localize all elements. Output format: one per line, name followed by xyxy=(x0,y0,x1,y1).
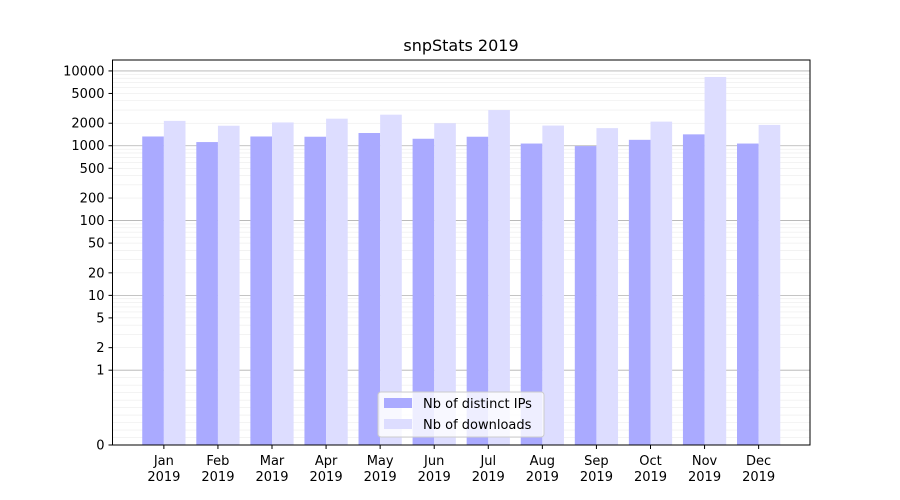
bar-downloads xyxy=(596,128,619,445)
y-tick-label: 200 xyxy=(80,192,105,207)
bar-distinct-ips xyxy=(466,136,489,445)
bar-distinct-ips xyxy=(737,143,759,445)
bar-distinct-ips xyxy=(250,136,273,445)
legend-swatch-distinct-ips xyxy=(384,398,412,408)
bar-distinct-ips xyxy=(682,134,705,445)
x-tick-label-line: Nov xyxy=(692,454,718,469)
x-tick-label: Nov 2019 xyxy=(688,454,721,485)
y-tick-label: 1000 xyxy=(71,139,104,154)
y-tick-label: 0 xyxy=(96,439,104,454)
x-tick-label-line: 2019 xyxy=(526,470,559,485)
legend-swatch-downloads xyxy=(384,419,412,429)
legend-label-distinct-ips: Nb of distinct IPs xyxy=(423,397,532,412)
y-tick-label: 10 xyxy=(88,289,105,304)
bar-downloads xyxy=(488,110,510,446)
x-tick-label: Feb 2019 xyxy=(201,454,234,485)
x-tick-label-line: 2019 xyxy=(364,470,397,485)
x-tick-label-line: 2019 xyxy=(310,470,343,485)
x-tick-label-line: 2019 xyxy=(201,470,234,485)
x-tick-label-line: Sep xyxy=(584,454,609,469)
chart-title: snpStats 2019 xyxy=(403,36,518,55)
bar-downloads xyxy=(758,124,781,445)
legend: Nb of distinct IPs Nb of downloads xyxy=(377,391,545,438)
y-tick-label: 50 xyxy=(88,237,105,252)
bar-distinct-ips xyxy=(412,138,435,445)
bar-distinct-ips xyxy=(196,142,218,445)
x-tick-label-line: 2019 xyxy=(688,470,721,485)
x-tick-label-line: 2019 xyxy=(634,470,667,485)
y-axis: 0 1 2 5 10 20 50 100 200 500 1000 2000 5000 10000 xyxy=(63,64,113,454)
x-tick-label-line: Aug xyxy=(530,454,555,469)
bar-distinct-ips xyxy=(574,146,597,445)
bar-downloads xyxy=(704,76,727,446)
legend-box xyxy=(377,391,545,438)
y-tick-label: 100 xyxy=(80,214,105,229)
x-tick-label: Jul 2019 xyxy=(472,454,505,485)
plot-frame xyxy=(112,59,811,446)
bar-distinct-ips xyxy=(358,133,381,446)
x-tick-label: Mar 2019 xyxy=(255,454,288,485)
x-tick-label-line: Jun xyxy=(423,454,444,469)
x-tick-label: Sep 2019 xyxy=(580,454,613,485)
y-tick-label: 5000 xyxy=(71,87,104,102)
bar-downloads xyxy=(434,123,456,446)
x-tick-label-line: Feb xyxy=(206,454,229,469)
bar-downloads xyxy=(542,125,564,445)
y-tick-label: 2 xyxy=(96,341,104,356)
bar-downloads xyxy=(217,125,240,446)
x-tick-label-line: 2019 xyxy=(742,470,775,485)
x-tick-label-line: 2019 xyxy=(472,470,505,485)
bar-downloads xyxy=(380,114,402,446)
x-tick-label: Oct 2019 xyxy=(634,454,667,485)
x-tick-label: Aug 2019 xyxy=(526,454,559,485)
x-tick-label-line: 2019 xyxy=(147,470,180,485)
x-tick-label: Jun 2019 xyxy=(418,454,451,485)
bar-downloads xyxy=(272,122,294,445)
x-tick-label-line: 2019 xyxy=(418,470,451,485)
bar-downloads xyxy=(650,121,673,445)
x-tick-label: Dec 2019 xyxy=(742,454,775,485)
y-tick-label: 2000 xyxy=(71,117,104,132)
y-tick-label: 500 xyxy=(80,162,105,177)
x-tick-label-line: May xyxy=(367,454,394,469)
bar-distinct-ips xyxy=(628,139,651,445)
y-tick-label: 5 xyxy=(96,311,104,326)
x-tick-label-line: Jan xyxy=(153,454,174,469)
bar-distinct-ips xyxy=(304,136,327,445)
y-tick-label: 10000 xyxy=(63,64,104,79)
x-tick-label: Jan 2019 xyxy=(147,454,180,485)
legend-label-downloads: Nb of downloads xyxy=(423,418,532,433)
bar-distinct-ips xyxy=(142,136,164,445)
x-tick-label-line: Dec xyxy=(746,454,771,469)
bar-downloads xyxy=(163,120,186,445)
x-tick-label: May 2019 xyxy=(364,454,397,485)
x-tick-label-line: 2019 xyxy=(255,470,288,485)
y-tick-label: 20 xyxy=(88,266,105,281)
bar-downloads xyxy=(326,118,348,445)
x-tick-label-line: Mar xyxy=(260,454,285,469)
bar-distinct-ips xyxy=(520,143,543,445)
x-tick-label-line: Oct xyxy=(639,454,661,469)
x-tick-label-line: 2019 xyxy=(580,470,613,485)
x-tick-label: Apr 2019 xyxy=(310,454,343,485)
y-tick-label: 1 xyxy=(96,364,104,379)
x-tick-label-line: Jul xyxy=(479,454,496,469)
x-tick-label-line: Apr xyxy=(315,454,338,469)
bar-layer xyxy=(142,76,781,446)
